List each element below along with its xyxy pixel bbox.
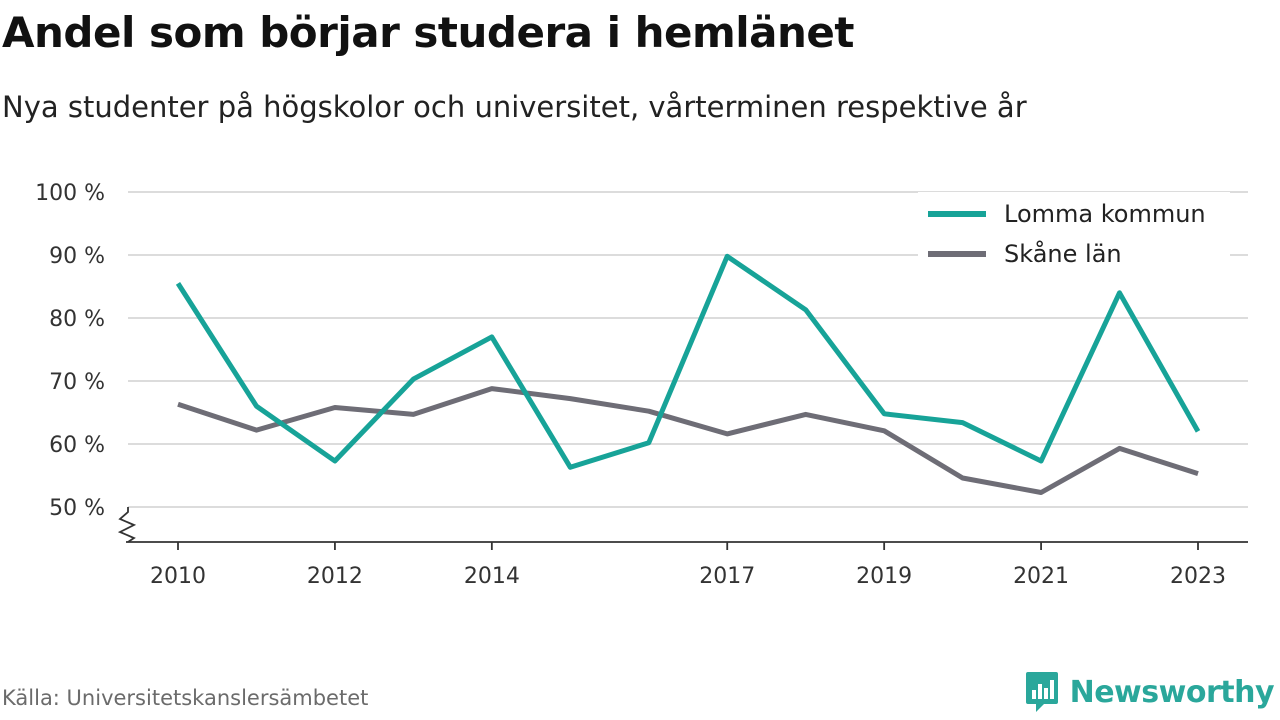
x-tick-label: 2019 (856, 564, 912, 589)
source-note: Källa: Universitetskanslersämbetet (2, 686, 369, 710)
x-tick-label: 2021 (1013, 564, 1069, 589)
axis-break-icon (117, 507, 137, 543)
x-tick-label: 2010 (150, 564, 206, 589)
series-line-skane (177, 386, 1199, 495)
brand-name: Newsworthy (1069, 674, 1275, 710)
legend-label: Lomma kommun (1004, 200, 1206, 228)
legend-background (918, 192, 1230, 272)
y-tick-label: 50 % (49, 496, 105, 521)
x-tick-label: 2023 (1170, 564, 1226, 589)
legend-label: Skåne län (1004, 239, 1122, 268)
y-tick-label: 60 % (49, 433, 105, 458)
y-axis-ticks: 50 % 60 % 70 % 80 % 90 % 100 % (35, 181, 105, 521)
x-axis: 2010 2012 2014 2017 2019 2021 2023 (117, 507, 1248, 589)
y-tick-label: 80 % (49, 307, 105, 332)
chart-title: Andel som börjar studera i hemlänet (2, 8, 855, 57)
x-tick-label: 2012 (307, 564, 363, 589)
series-line-lomma (175, 253, 1201, 470)
bar-chart-speech-bubble-icon (1025, 672, 1058, 712)
series-lines (175, 253, 1201, 495)
x-tick-label: 2014 (464, 564, 520, 589)
y-tick-label: 90 % (49, 244, 105, 269)
chart-subtitle: Nya studenter på högskolor och universit… (2, 90, 1027, 124)
line-chart: 50 %60 %70 %80 %90 %100 % 2010 2012 2014 20… (35, 181, 1248, 589)
y-tick-label: 100 % (35, 181, 105, 206)
brand-logo[interactable]: Newsworthy (1024, 670, 1275, 714)
legend: Lomma kommun Skåne län (918, 192, 1230, 272)
y-tick-label: 70 % (49, 370, 105, 395)
x-tick-label: 2017 (699, 564, 755, 589)
